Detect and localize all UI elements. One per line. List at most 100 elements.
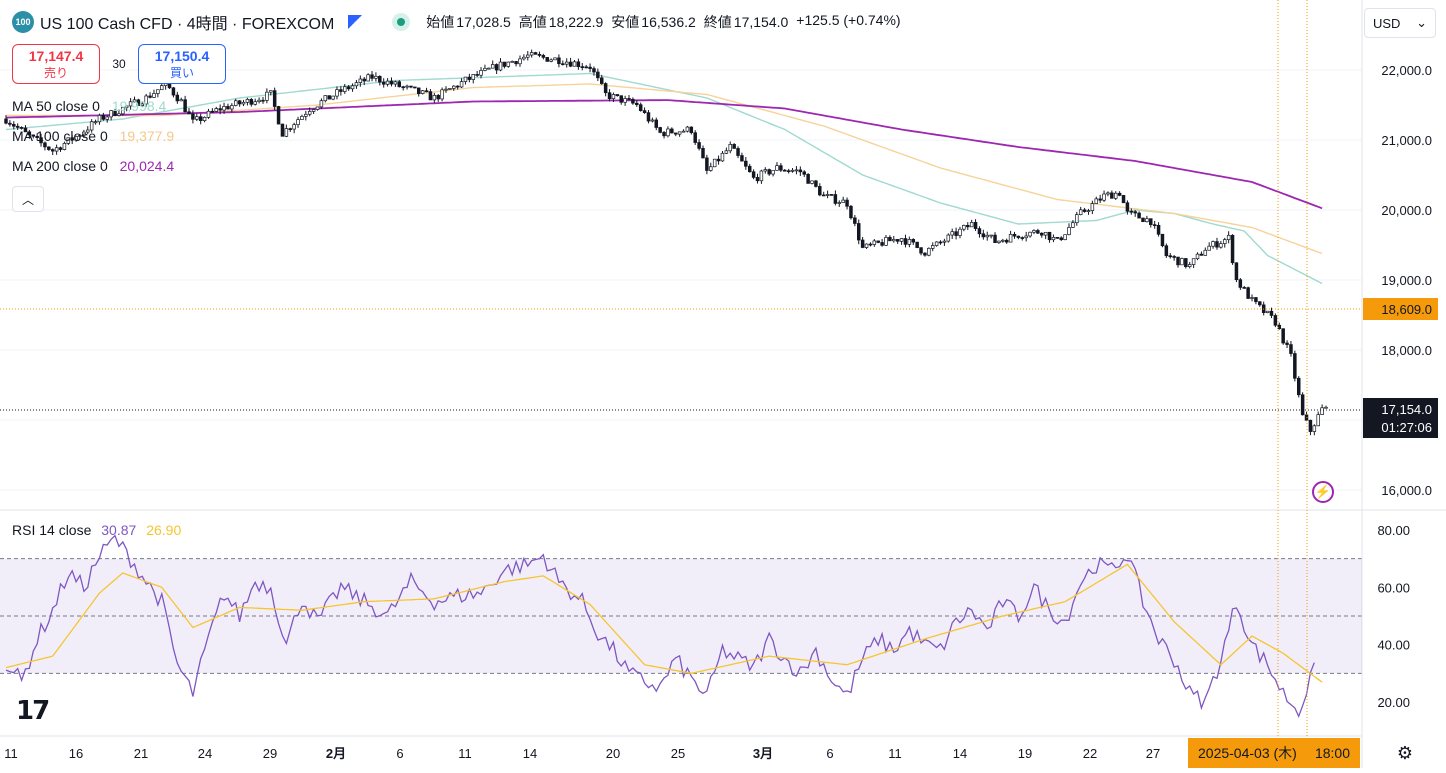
candle-body [58,147,63,150]
candle-body [1226,234,1231,240]
candle-body [973,222,978,229]
candle-body [1293,353,1297,379]
candle-body [744,160,748,167]
time-tick-label: 11 [4,746,18,761]
ma50-line [5,72,1323,285]
ma200-value: 20,024.4 [119,158,175,174]
candle-body [1090,203,1095,211]
settings-gear-icon[interactable]: ⚙ [1396,742,1414,763]
candle-body [397,81,402,88]
candle-body [611,94,616,99]
candle-body [362,78,366,82]
candle-body [658,127,662,133]
candle-body [763,169,768,172]
candle-body [39,137,43,144]
time-tick-label: 14 [523,746,537,761]
candle-body [841,199,845,203]
candle-body [198,116,203,121]
candle-body [923,252,927,256]
candle-body [374,75,378,79]
candle-body [821,194,826,197]
ma100-legend[interactable]: MA 100 close 0 19,377.9 [12,128,174,144]
candle-body [592,68,596,73]
candle-body [541,55,546,58]
time-tick-label: 29 [263,746,277,761]
candle-body [1051,236,1056,241]
candle-body [1102,193,1106,201]
candle-body [930,245,935,249]
candle-body [136,99,141,106]
candle-body [596,71,600,79]
ma100-value: 19,377.9 [119,128,175,144]
candle-body [1149,218,1153,225]
price-tick-label: 16,000.0 [1381,483,1432,498]
candle-body [783,169,787,172]
candle-body [132,99,137,103]
candle-body [1191,258,1196,265]
candle-body [304,113,308,117]
candle-body [993,234,997,243]
candle-body [1211,241,1215,247]
candle-body [588,66,592,69]
candle-body [230,105,234,110]
candle-body [915,241,919,248]
candle-body [860,239,865,248]
lightning-icon[interactable]: ⚡ [1312,481,1334,503]
candle-body [171,87,176,96]
time-tick-label: 20 [606,746,620,761]
candle-body [292,124,296,130]
candle-body [385,80,390,85]
moving-averages [5,72,1323,285]
candle-body [187,111,191,115]
candle-body [997,240,1001,243]
candle-body [638,104,643,111]
candle-body [1098,198,1102,201]
candle-body [86,129,90,133]
collapse-legend-button[interactable]: ︿ [12,186,44,212]
tradingview-logo-icon[interactable]: 17 [16,696,50,726]
candle-body [249,98,254,105]
symbol-title[interactable]: US 100 Cash CFD · 4時間 · FOREXCOM [40,16,335,33]
candle-body [354,82,359,87]
crosshair-date: 2025-04-03 (木) [1198,745,1297,761]
candle-body [728,144,732,152]
candle-body [568,61,573,67]
candle-body [160,85,164,91]
high-price-marker [1363,298,1438,320]
candle-body [666,128,670,137]
rsi-legend[interactable]: RSI 14 close 30.87 26.90 [12,522,181,538]
candle-body [1004,239,1009,243]
sell-button[interactable]: 17,147.4 売り [12,44,100,84]
ma50-legend[interactable]: MA 50 close 0 19,998.4 [12,98,166,114]
candle-body [810,180,814,184]
candle-body [35,135,39,138]
candle-body [1152,224,1157,226]
candle-body [537,53,542,56]
candle-body [27,131,32,136]
rsi-label: RSI 14 close [12,522,92,538]
candle-body [526,54,530,58]
currency-value: USD [1373,15,1401,31]
flag-icon[interactable] [348,15,363,29]
ma200-legend[interactable]: MA 200 close 0 20,024.4 [12,158,174,174]
rsi-ma-line [5,563,1323,683]
buy-button[interactable]: 17,150.4 買い [138,44,226,84]
candle-body [1133,211,1137,214]
candle-body [1129,210,1134,213]
candle-body [416,87,421,94]
candle-body [1316,414,1320,427]
candle-body [47,146,51,150]
candle-body [101,114,106,120]
candle-body [74,136,78,141]
candle-body [950,231,954,236]
candle-body [487,67,491,70]
candle-body [183,99,187,113]
candle-body [685,126,690,132]
candle-body [128,101,133,107]
currency-select[interactable]: USD ⌄ [1364,8,1436,38]
candle-body [245,98,250,103]
candle-body [1230,234,1235,264]
